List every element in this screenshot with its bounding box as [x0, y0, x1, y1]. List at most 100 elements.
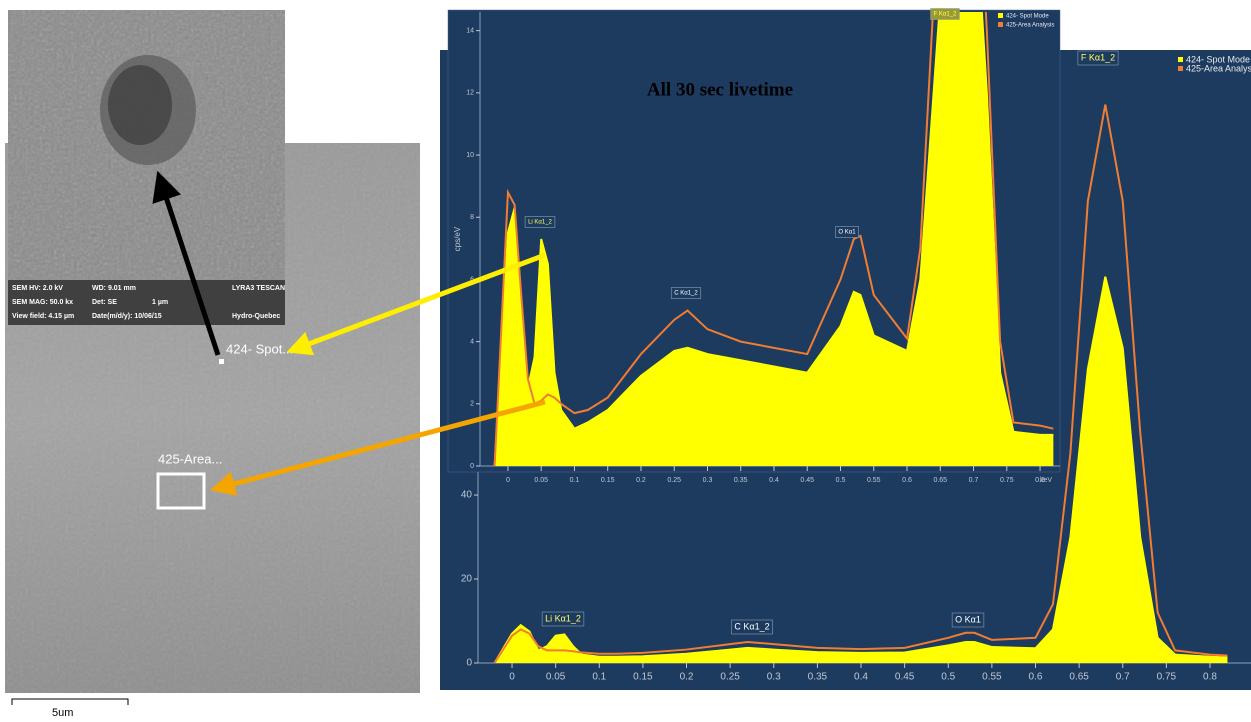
peak-label: O Kα1: [955, 614, 981, 624]
x-tick-label: 0.5: [941, 672, 955, 683]
legend-swatch: [998, 22, 1003, 27]
x-tick-label: 0.15: [601, 477, 615, 484]
legend-label: 424- Spot Mode: [1186, 54, 1250, 64]
sem-info-text: SEM HV: 2.0 kV: [12, 285, 63, 292]
sem-info-text: Date(m/d/y): 10/06/15: [92, 313, 162, 320]
y-tick-label: 12: [466, 90, 474, 97]
x-tick-label: 0.25: [667, 477, 681, 484]
x-tick-label: 0.75: [1157, 672, 1177, 683]
legend-label: 424- Spot Mode: [1006, 14, 1049, 20]
x-tick-label: 0.3: [703, 477, 713, 484]
y-tick-label: 14: [466, 28, 474, 35]
sem-info-text: SEM MAG: 50.0 kx: [12, 299, 73, 306]
y-tick-label: 0: [466, 658, 472, 669]
x-tick-label: 0: [509, 672, 515, 683]
peak-label: Li Kα1_2: [545, 613, 581, 623]
peak-label-box: [541, 611, 585, 627]
legend-swatch: [1178, 66, 1183, 71]
x-tick-label: 0.2: [680, 672, 694, 683]
x-tick-label: 0.65: [933, 477, 947, 484]
peak-label-box: [951, 612, 985, 628]
peak-label-box: [1077, 50, 1119, 66]
x-tick-label: 0.35: [734, 477, 748, 484]
x-tick-label: 0: [506, 477, 510, 484]
scale-label: 5um: [52, 707, 73, 717]
particle-core: [108, 65, 172, 145]
legend-swatch: [998, 13, 1003, 18]
y-tick-label: 8: [470, 214, 474, 221]
peak-label: F Kα1_2: [1081, 52, 1115, 62]
sem-info-text: LYRA3 TESCAN: [232, 285, 285, 292]
arrow: [152, 170, 221, 356]
area-box: [156, 472, 206, 510]
chart-title: All 30 sec livetime: [647, 79, 793, 100]
legend-label: 425-Area Analysis: [1186, 63, 1251, 73]
peak-label: C Kα1_2: [674, 291, 698, 297]
x-tick-label: 0.6: [902, 477, 912, 484]
x-tick-label: 0.65: [1069, 672, 1089, 683]
line: [493, 104, 1228, 663]
x-tick-label: 0.55: [867, 477, 881, 484]
y-tick-label: 0: [470, 463, 474, 470]
peak-label-box: [524, 216, 556, 228]
arrow: [286, 252, 546, 356]
x-tick-label: 0.6: [1029, 672, 1043, 683]
x-tick-label: 0.1: [570, 477, 580, 484]
area-outline: [493, 276, 1228, 663]
spot-marker: [219, 359, 224, 364]
x-tick-label: 0.15: [633, 672, 653, 683]
sem-info: SEM HV: 2.0 kV WD: 9.01 mm LYRA3 TESCAN SEM…: [12, 285, 285, 320]
x-tick-label: 0.55: [982, 672, 1002, 683]
x-tick-label: 0.1: [592, 672, 606, 683]
sem-info-bar: [8, 280, 285, 325]
y-tick-label: 40: [461, 490, 473, 501]
area-label: 425-Area...: [158, 451, 222, 466]
x-tick-label: 0.8: [1035, 477, 1045, 484]
x-tick-label: 0.4: [854, 672, 868, 683]
x-tick-label: 0.7: [1116, 672, 1130, 683]
x-tick-label: 0.3: [767, 672, 781, 683]
y-tick-label: 6: [470, 276, 474, 283]
x-tick-label: 0.45: [800, 477, 814, 484]
x-tick-label: 0.5: [836, 477, 846, 484]
x-tick-label: 0.75: [1000, 477, 1014, 484]
area-fill: [494, 12, 1054, 466]
x-tick-label: 0.05: [546, 672, 566, 683]
arrow: [209, 399, 546, 496]
x-tick-label: 0.7: [969, 477, 979, 484]
peak-label: Li Kα1_2: [528, 220, 552, 226]
sem-info-text: WD: 9.01 mm: [92, 285, 136, 292]
x-tick-label: 0.25: [720, 672, 740, 683]
x-tick-label: 0.35: [808, 672, 828, 683]
peak-label: O Kα1: [838, 230, 856, 236]
sem-info-text: View field: 4.15 µm: [12, 313, 74, 320]
peak-label-box: [670, 287, 702, 299]
y-tick-label: 2: [470, 401, 474, 408]
sem-info-text: Det: SE: [92, 299, 117, 306]
sem-info-text: 1 µm: [152, 299, 168, 306]
x-tick-label: 0.2: [636, 477, 646, 484]
x-tick-label: 0.05: [534, 477, 548, 484]
peak-label: C Kα1_2: [734, 621, 769, 631]
x-unit: keV: [1040, 477, 1052, 484]
y-tick-label: 10: [466, 152, 474, 159]
y-label: cps/eV: [453, 226, 462, 251]
sem-info-text: Hydro-Quebec: [232, 313, 280, 320]
x-tick-label: 0.8: [1203, 672, 1217, 683]
x-tick-label: 0.45: [895, 672, 915, 683]
y-tick-label: 20: [461, 574, 473, 585]
scale-bar: [11, 698, 129, 705]
y-tick-label: 4: [470, 338, 474, 345]
peak-label-box: [731, 619, 773, 635]
peak-label-box: [835, 226, 859, 238]
legend-swatch: [1178, 57, 1183, 62]
spot-label: 424- Spot...: [226, 341, 293, 356]
area-outline: [493, 12, 1054, 466]
peak-label: F Kα1_2: [934, 12, 957, 18]
x-tick-label: 0.4: [769, 477, 779, 484]
legend-label: 425-Area Analysis: [1006, 23, 1054, 29]
area-fill: [494, 276, 1228, 663]
peak-label-box: [930, 8, 960, 20]
